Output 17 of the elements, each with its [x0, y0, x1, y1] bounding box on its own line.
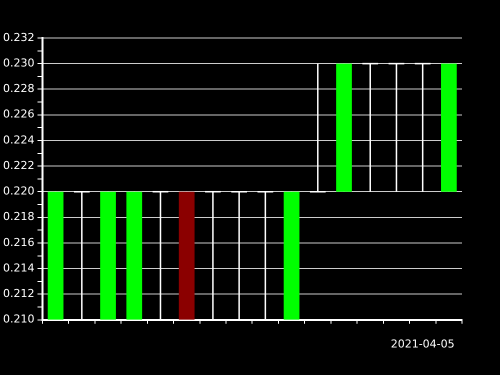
y-tick-label: 0.212 [2, 287, 34, 300]
y-tick-label: 0.210 [2, 312, 34, 326]
x-tick-label: 2021-04-05 [390, 337, 455, 350]
candlestick [414, 62, 432, 192]
y-tick-label: 0.224 [2, 133, 34, 146]
y-tick-label: 0.222 [2, 158, 34, 172]
y-tick-label: 0.228 [2, 82, 34, 96]
y-tick-label: 0.226 [2, 108, 34, 121]
candlestick [309, 62, 326, 192]
candlestick [388, 62, 406, 192]
y-tick-label: 0.218 [2, 210, 34, 224]
candlestick [362, 62, 379, 192]
y-tick-label: 0.220 [2, 184, 34, 198]
y-tick-label: 0.216 [2, 236, 34, 249]
y-tick-label: 0.232 [2, 30, 34, 44]
y-tick-label: 0.230 [2, 56, 34, 70]
y-tick-label: 0.214 [2, 261, 34, 274]
